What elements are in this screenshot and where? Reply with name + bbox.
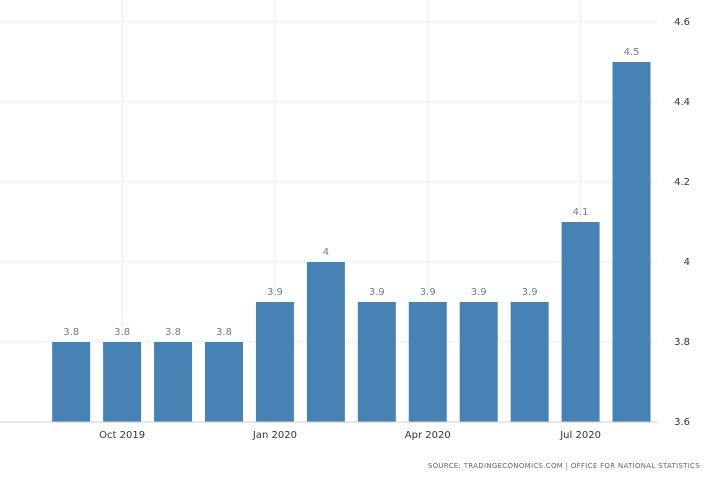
y-tick-label: 4.6 bbox=[674, 17, 690, 28]
bar bbox=[357, 302, 396, 422]
value-label: 4.1 bbox=[573, 207, 589, 218]
y-tick-label: 4.4 bbox=[674, 97, 690, 108]
value-label: 3.9 bbox=[471, 287, 487, 298]
value-label: 3.9 bbox=[267, 287, 283, 298]
value-label: 3.8 bbox=[63, 327, 79, 338]
bar bbox=[459, 302, 498, 422]
x-tick-label: Oct 2019 bbox=[99, 430, 145, 441]
y-tick-label: 4.2 bbox=[674, 177, 690, 188]
bar bbox=[154, 342, 193, 422]
value-label: 3.9 bbox=[420, 287, 436, 298]
bar bbox=[306, 262, 345, 422]
x-tick-label: Jul 2020 bbox=[559, 430, 601, 441]
value-label: 4.5 bbox=[624, 47, 640, 58]
bar bbox=[561, 222, 600, 422]
value-label: 3.8 bbox=[216, 327, 232, 338]
y-tick-label: 4 bbox=[684, 257, 690, 268]
y-tick-label: 3.6 bbox=[674, 417, 690, 428]
x-tick-label: Jan 2020 bbox=[252, 430, 297, 441]
source: SOURCE: TRADINGECONOMICS.COM | OFFICE FO… bbox=[428, 462, 700, 470]
value-label: 3.8 bbox=[165, 327, 181, 338]
y-tick-label: 3.8 bbox=[674, 337, 690, 348]
bar bbox=[510, 302, 549, 422]
value-label: 4 bbox=[323, 247, 329, 258]
bar bbox=[255, 302, 294, 422]
bar bbox=[52, 342, 91, 422]
bar bbox=[408, 302, 447, 422]
value-label: 3.8 bbox=[114, 327, 130, 338]
x-tick-label: Apr 2020 bbox=[405, 430, 451, 441]
value-label: 3.9 bbox=[522, 287, 538, 298]
bar bbox=[103, 342, 142, 422]
bar bbox=[612, 62, 651, 422]
bar bbox=[204, 342, 243, 422]
value-label: 3.9 bbox=[369, 287, 385, 298]
